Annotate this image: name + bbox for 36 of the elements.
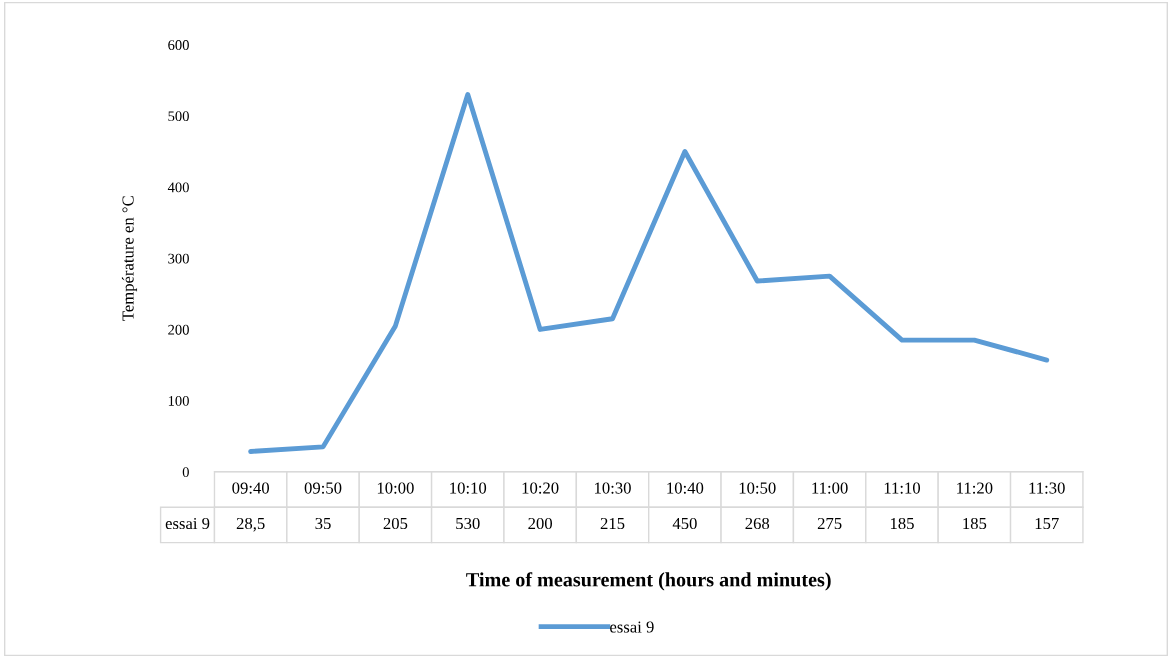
text: essai 9 [165,517,210,530]
x-tick-label: 09:50 [304,482,342,494]
data-label: 157 [1035,517,1059,530]
data-label: 200 [528,517,553,530]
data-label: 35 [315,517,331,530]
y-tick-label: 300 [168,253,189,264]
data-label: 205 [383,517,408,530]
data-label: 215 [600,517,625,530]
x-tick-label: 10:10 [450,482,487,494]
data-label: 185 [890,517,914,530]
data-label: 28,5 [236,517,265,532]
x-tick-label: 11:00 [812,482,848,494]
y-tick-label: 400 [167,182,189,193]
y-tick-label: 200 [168,324,189,335]
x-tick-label: 11:20 [957,482,993,494]
x-tick-label: 10:00 [377,482,414,494]
legend-label: essai 9 [610,621,654,633]
x-tick-label: 10:20 [522,482,559,494]
line-series [248,92,1050,454]
y-tick-label: 600 [168,40,189,50]
data-label: 185 [963,517,987,530]
data-label: 275 [817,517,842,530]
y-tick-label: 0 [182,467,189,477]
data-label: 450 [672,517,697,530]
x-axis-title: Time of measurement (hours and minutes) [466,572,831,591]
x-tick-label: 10:50 [739,482,776,494]
y-tick-label: 500 [168,111,189,122]
x-tick-label: 10:40 [667,482,704,494]
x-tick-label: 10:30 [595,482,631,494]
x-tick-label: 11:10 [884,482,921,494]
data-label: 268 [745,517,770,530]
x-tick-label: 11:30 [1029,482,1065,494]
y-axis-title: Température en °C [121,196,138,321]
x-tick-label: 09:40 [232,482,270,494]
data-label: 530 [456,517,480,530]
y-tick-label: 100 [168,395,189,406]
